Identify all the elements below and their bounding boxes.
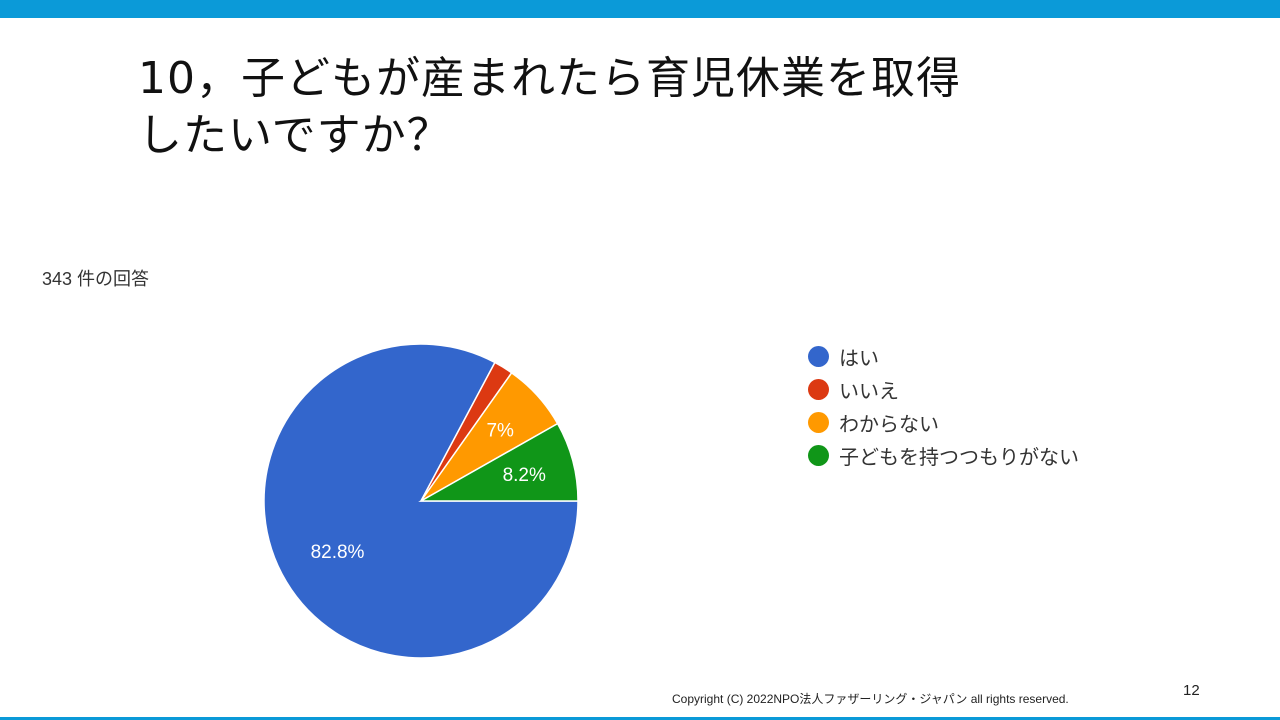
slice-label-2: 7%	[486, 420, 514, 441]
legend-dot-icon	[808, 379, 829, 400]
pie-slice-3	[418, 422, 579, 502]
pie-slice-1	[420, 361, 513, 502]
legend-dot-icon	[808, 445, 829, 466]
title-line-1: 10，子どもが産まれたら育児休業を取得	[138, 53, 961, 104]
response-count: 343 件の回答	[42, 269, 150, 289]
legend-item-0: はい	[808, 340, 1079, 373]
legend-label: わからない	[839, 412, 939, 436]
chart-legend: はいいいえわからない子どもを持つつもりがない	[808, 340, 1079, 472]
legend-item-1: いいえ	[808, 373, 1079, 406]
legend-label: 子どもを持つつもりがない	[839, 445, 1079, 469]
legend-dot-icon	[808, 346, 829, 367]
page-number: 12	[1183, 682, 1200, 699]
bottom-accent-bar	[0, 717, 1280, 720]
pie-slice-2	[420, 371, 559, 502]
slide-title: 10，子どもが産まれたら育児休業を取得 したいですか？	[138, 50, 1138, 164]
slice-label-3: 8.2%	[503, 465, 546, 486]
legend-item-3: 子どもを持つつもりがない	[808, 439, 1079, 472]
legend-dot-icon	[808, 412, 829, 433]
copyright-notice: Copyright (C) 2022NPO法人ファザーリング・ジャパン all …	[672, 692, 1069, 706]
pie-slice-0	[263, 343, 579, 659]
slice-label-0: 82.8%	[311, 542, 365, 563]
legend-item-2: わからない	[808, 406, 1079, 439]
title-line-2: したいですか？	[138, 110, 452, 161]
legend-label: はい	[839, 346, 879, 370]
top-accent-bar	[0, 0, 1280, 18]
legend-label: いいえ	[839, 379, 899, 403]
